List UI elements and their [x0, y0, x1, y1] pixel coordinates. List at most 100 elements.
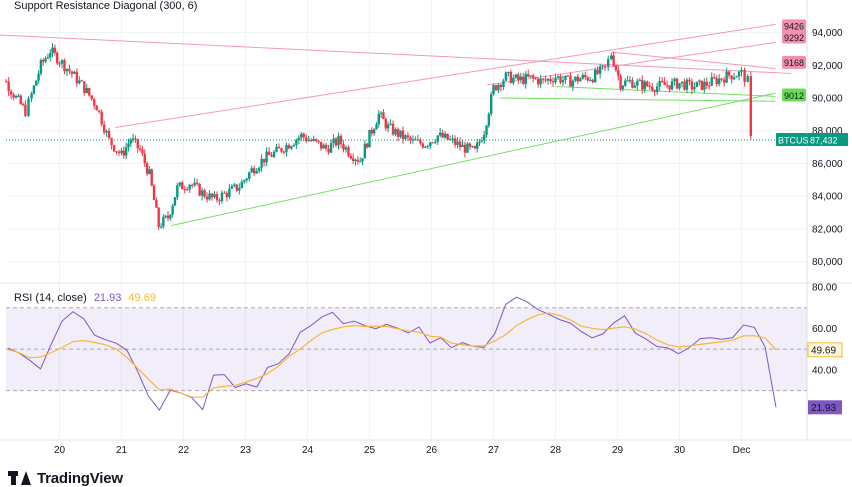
candle-body [524, 74, 527, 84]
last-price-tag [808, 133, 848, 147]
candle-body [641, 79, 644, 90]
candle-body [324, 144, 328, 149]
candle-body [347, 147, 350, 156]
candle-body [129, 139, 132, 144]
candle-body [619, 75, 622, 89]
rsi-ma-value: 49.69 [128, 292, 156, 304]
candle-body [478, 141, 481, 143]
price-grid [0, 0, 852, 441]
candle-body [551, 81, 555, 83]
candle-body [375, 124, 378, 130]
candle-body [549, 78, 552, 82]
time-axis: 20 21 22 23 24 25 26 27 28 29 30 Dec [54, 445, 750, 456]
rsi-panel: 40.00 60.00 80.00 49.69 21.93 [6, 283, 843, 415]
candle-body [290, 146, 293, 149]
candle-body [58, 63, 61, 65]
candle-body [143, 153, 146, 164]
candle-body [80, 80, 84, 82]
candle-body [138, 148, 142, 150]
candle-body [78, 80, 81, 84]
candle-body [131, 138, 135, 140]
candle-body [30, 93, 33, 99]
rsi-label: RSI (14, close) [14, 292, 87, 304]
candle-body [166, 215, 170, 219]
candle-body [603, 65, 607, 67]
candle-body [394, 128, 397, 135]
candle-body [715, 78, 718, 85]
candle-body [49, 53, 52, 58]
candle-body [559, 76, 562, 83]
tradingview-logo[interactable]: TradingView [8, 469, 123, 487]
candle-body [695, 81, 699, 88]
candle-body [250, 168, 253, 173]
price-tick-label: 80,000 [812, 257, 843, 268]
candle-body [39, 60, 43, 74]
candle-body [105, 130, 108, 133]
price-tick-label: 92,000 [812, 61, 843, 72]
candle-body [655, 86, 659, 93]
candle-body [220, 192, 224, 202]
candle-body [255, 171, 258, 174]
candle-body [233, 184, 236, 187]
candle-body [277, 146, 281, 149]
candle-body [171, 205, 174, 215]
candle-body [610, 55, 613, 60]
candle-body [522, 76, 525, 84]
candle-body [356, 159, 360, 162]
candle-body [51, 47, 54, 54]
candle-body [210, 193, 214, 198]
candle-body [713, 77, 716, 79]
brand-name: TradingView [37, 469, 123, 487]
candle-body [740, 69, 743, 72]
candle-body [228, 188, 231, 198]
rsi-tick-label: 40.00 [812, 365, 837, 376]
rsi-tick-label: 80.00 [812, 283, 837, 294]
candle-body [252, 168, 256, 174]
candle-body [473, 146, 477, 149]
candle-body [725, 71, 728, 83]
candle-body [17, 95, 20, 97]
candle-body [152, 185, 156, 200]
symbol-tag [776, 133, 808, 147]
candle-body [680, 81, 684, 84]
candle-body [195, 182, 199, 184]
price-tick-label: 86,000 [812, 159, 843, 170]
candle-body [431, 142, 434, 144]
candle-body [536, 78, 540, 85]
candle-body [164, 215, 167, 217]
candle-body [63, 60, 66, 72]
candle-body [183, 189, 186, 191]
candle-body [581, 74, 584, 79]
candle-body [529, 75, 532, 77]
candle-body [4, 81, 8, 83]
candle-body [285, 145, 288, 153]
candle-body [673, 78, 676, 82]
candle-body [88, 87, 91, 96]
candle-body [215, 194, 219, 201]
candle-body [443, 133, 447, 138]
candle-body [727, 71, 731, 76]
resistance-line [611, 51, 776, 70]
candle-body [698, 80, 701, 82]
symbol-tag-label: BTCUSD [778, 135, 816, 145]
last-price-tag-label: 87,432 [810, 136, 838, 146]
candle-body [150, 169, 153, 186]
candle-body [70, 71, 74, 74]
candle-body [181, 182, 184, 190]
candle-body [708, 85, 711, 87]
candle-body [636, 80, 639, 86]
candle-body [489, 94, 493, 114]
rsi-value: 21.93 [93, 292, 122, 304]
candle-body [238, 188, 241, 191]
candle-body [322, 144, 325, 149]
candle-body [476, 142, 479, 149]
candle-body [157, 207, 160, 227]
candle-body [566, 75, 570, 77]
candle-body [544, 79, 547, 81]
candle-body [65, 68, 69, 72]
rsi-line [7, 296, 777, 412]
candle-body [200, 190, 204, 196]
candle-body [198, 183, 201, 196]
candle-body [365, 143, 369, 148]
candle-body [421, 143, 425, 148]
